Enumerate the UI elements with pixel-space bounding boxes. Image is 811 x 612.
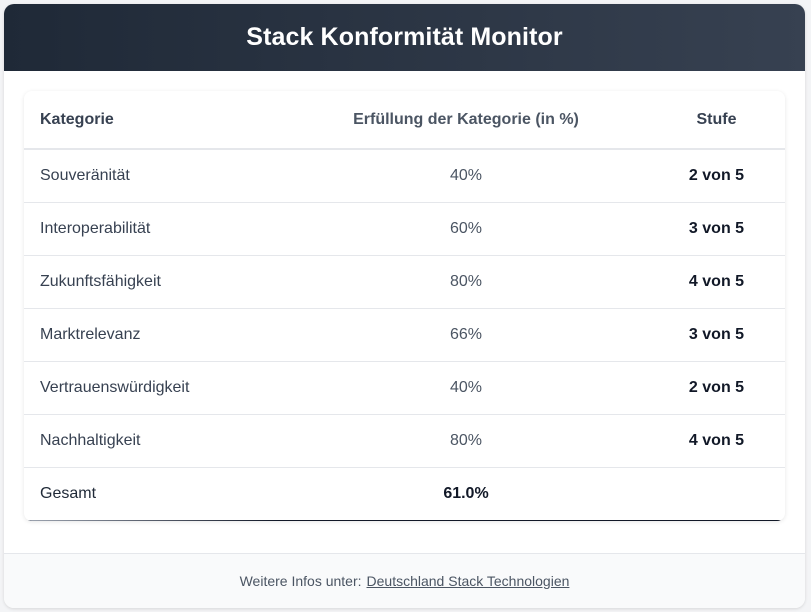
footer-link[interactable]: Deutschland Stack Technologien: [366, 573, 570, 589]
category-cell: Zukunftsfähigkeit: [24, 255, 284, 309]
total-percent: 61.0%: [443, 484, 489, 502]
table-row: Marktrelevanz 66% 3 von 5: [24, 308, 785, 362]
level-cell: 3 von 5: [648, 202, 785, 256]
compliance-table-container: Kategorie Erfüllung der Kategorie (in %)…: [24, 91, 785, 521]
percent-cell: 80%: [284, 255, 648, 309]
category-cell: Souveränität: [24, 149, 284, 203]
level-cell: 3 von 5: [648, 308, 785, 362]
footer: Weitere Infos unter: Deutschland Stack T…: [4, 553, 805, 608]
percent-cell: 80%: [284, 414, 648, 468]
level-cell: 4 von 5: [648, 255, 785, 309]
total-row: Gesamt 61.0%: [24, 467, 785, 520]
table-row: Vertrauenswürdigkeit 40% 2 von 5: [24, 361, 785, 415]
total-level: [648, 467, 785, 520]
percent-cell: 40%: [284, 361, 648, 415]
page-title: Stack Konformität Monitor: [246, 23, 563, 51]
percent-cell: 40%: [284, 149, 648, 203]
column-header-level: Stufe: [648, 91, 785, 150]
table-row: Interoperabilität 60% 3 von 5: [24, 202, 785, 256]
column-header-category: Kategorie: [24, 91, 284, 150]
column-header-fulfillment: Erfüllung der Kategorie (in %): [284, 91, 648, 150]
header-bar: Stack Konformität Monitor: [4, 4, 805, 71]
category-cell: Marktrelevanz: [24, 308, 284, 362]
level-cell: 4 von 5: [648, 414, 785, 468]
table-row: Souveränität 40% 2 von 5: [24, 149, 785, 203]
table-row: Nachhaltigkeit 80% 4 von 5: [24, 414, 785, 468]
table-bottom-border: [28, 520, 783, 521]
main-content: Kategorie Erfüllung der Kategorie (in %)…: [4, 71, 805, 521]
category-cell: Nachhaltigkeit: [24, 414, 284, 468]
category-cell: Vertrauenswürdigkeit: [24, 361, 284, 415]
percent-cell: 60%: [284, 202, 648, 256]
level-cell: 2 von 5: [648, 361, 785, 415]
percent-cell: 66%: [284, 308, 648, 362]
monitor-card: Stack Konformität Monitor Kategorie Erfü…: [4, 4, 805, 608]
footer-text: Weitere Infos unter:: [239, 573, 362, 589]
compliance-table: Kategorie Erfüllung der Kategorie (in %)…: [24, 91, 785, 520]
table-header-row: Kategorie Erfüllung der Kategorie (in %)…: [24, 91, 785, 150]
total-label: Gesamt: [40, 484, 97, 502]
level-cell: 2 von 5: [648, 149, 785, 203]
category-cell: Interoperabilität: [24, 202, 284, 256]
table-row: Zukunftsfähigkeit 80% 4 von 5: [24, 255, 785, 309]
